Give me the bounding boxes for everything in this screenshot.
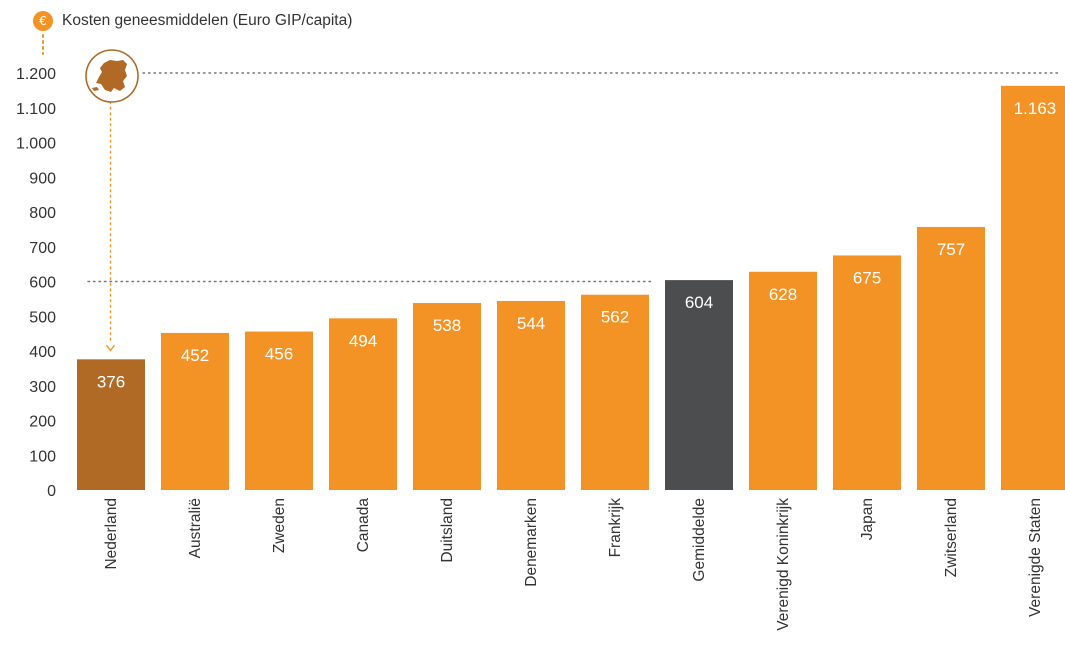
- bar-value-label: 628: [769, 285, 797, 304]
- chart-title: Kosten geneesmiddelen (Euro GIP/capita): [62, 12, 353, 29]
- bar: [77, 359, 145, 490]
- bar: [833, 255, 901, 490]
- bar-value-label: 456: [265, 345, 293, 364]
- bar: [329, 318, 397, 490]
- euro-icon: €: [33, 11, 53, 31]
- y-tick-label: 1.000: [16, 136, 56, 153]
- bar: [413, 303, 481, 490]
- bar-value-label: 452: [181, 346, 209, 365]
- y-tick-label: 1.100: [16, 101, 56, 118]
- category-label: Duitsland: [439, 498, 456, 563]
- category-label: Canada: [355, 498, 372, 553]
- bar: [1001, 85, 1065, 491]
- bar: [749, 271, 817, 490]
- category-label: Zwitserland: [943, 498, 960, 577]
- y-tick-label: 900: [29, 170, 56, 187]
- bar: [665, 280, 733, 490]
- bar-value-label: 376: [97, 372, 125, 391]
- category-label: Frankrijk: [607, 498, 624, 558]
- bar-value-label: 544: [517, 314, 545, 333]
- bar: [245, 331, 313, 490]
- y-tick-label: 400: [29, 344, 56, 361]
- y-tick-label: 1.200: [16, 66, 56, 83]
- y-tick-label: 200: [29, 414, 56, 431]
- chart-header: € Kosten geneesmiddelen (Euro GIP/capita…: [33, 8, 352, 34]
- y-tick-label: 500: [29, 309, 56, 326]
- category-label: Gemiddelde: [691, 498, 708, 582]
- category-label: Verenigde Staten: [1027, 498, 1044, 617]
- y-tick-label: 700: [29, 240, 56, 257]
- bar-value-label: 1.163: [1014, 99, 1057, 118]
- bar: [161, 332, 229, 490]
- category-label: Nederland: [103, 498, 120, 570]
- y-tick-label: 600: [29, 275, 56, 292]
- category-label: Denemarken: [523, 498, 540, 587]
- category-label: Verenigd Koninkrijk: [775, 498, 792, 631]
- bar: [581, 294, 649, 490]
- y-tick-label: 100: [29, 448, 56, 465]
- category-label: Australië: [187, 498, 204, 558]
- netherlands-map-icon: [85, 49, 139, 103]
- pointer-arrow-icon: [105, 344, 116, 352]
- y-tick-label: 0: [47, 483, 56, 500]
- bar: [497, 300, 565, 490]
- bar-value-label: 757: [937, 240, 965, 259]
- y-tick-label: 800: [29, 205, 56, 222]
- bar-value-label: 562: [601, 308, 629, 327]
- bar-value-label: 604: [685, 293, 713, 312]
- y-tick-label: 300: [29, 379, 56, 396]
- category-label: Japan: [859, 498, 876, 540]
- bar-value-label: 494: [349, 331, 377, 350]
- bar-value-label: 538: [433, 316, 461, 335]
- bar-value-label: 675: [853, 268, 881, 287]
- category-label: Zweden: [271, 498, 288, 553]
- bar: [917, 226, 985, 490]
